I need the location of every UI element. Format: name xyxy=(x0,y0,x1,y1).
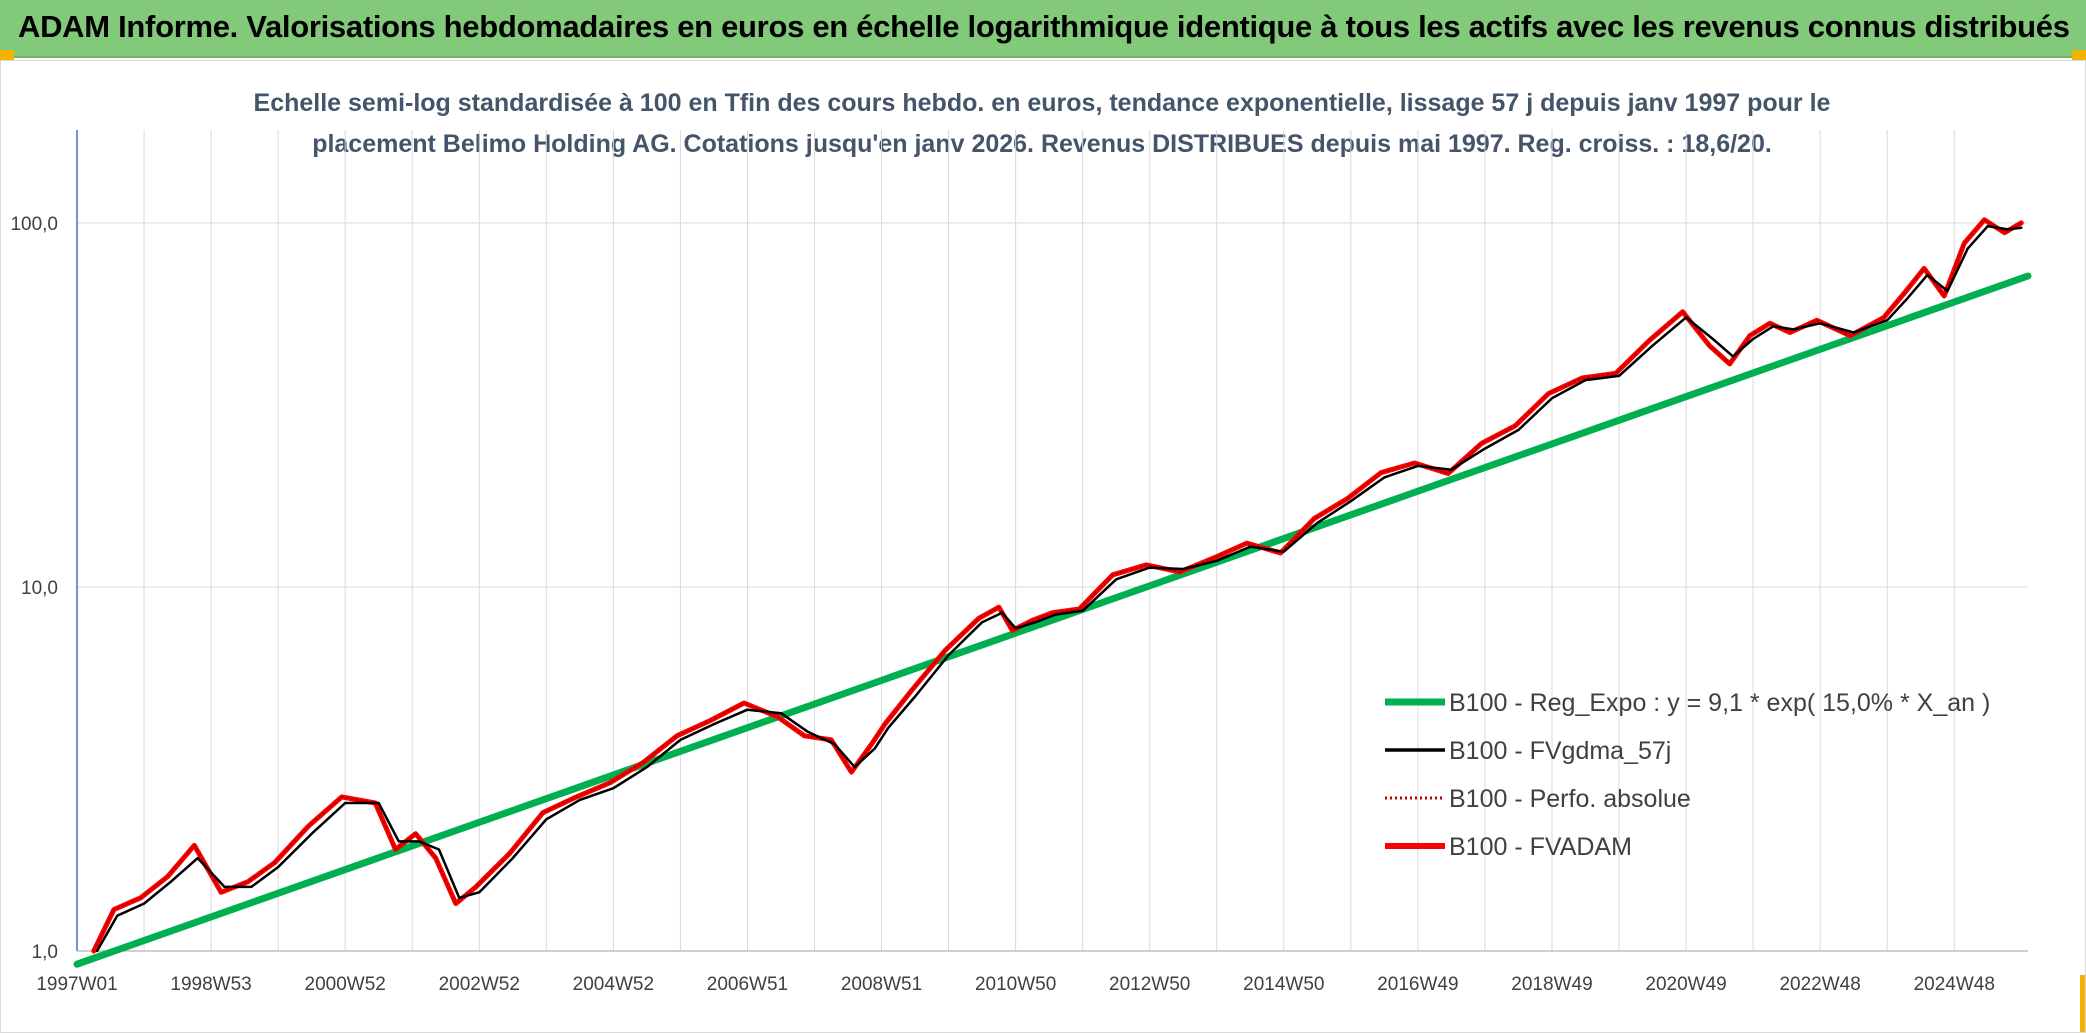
x-tick-label: 2020W49 xyxy=(1645,974,1726,995)
page-title: ADAM Informe. Valorisations hebdomadaire… xyxy=(18,9,2070,44)
x-tick-label: 2012W50 xyxy=(1109,974,1190,995)
corner-mark-bottom-right xyxy=(2080,975,2086,1033)
x-tick-label: 2018W49 xyxy=(1511,974,1592,995)
x-tick-label: 1997W01 xyxy=(36,974,117,995)
x-tick-label: 2010W50 xyxy=(975,974,1056,995)
header-bar: ADAM Informe. Valorisations hebdomadaire… xyxy=(0,0,2086,58)
x-tick-label: 2022W48 xyxy=(1779,974,1860,995)
legend-label-fvgdma: B100 - FVgdma_57j xyxy=(1449,737,1671,765)
series-line-fvadam xyxy=(91,217,2024,954)
y-tick-label: 100,0 xyxy=(10,214,58,235)
legend: B100 - Reg_Expo : y = 9,1 * exp( 15,0% *… xyxy=(1385,689,1990,861)
y-tick-label: 10,0 xyxy=(21,578,58,599)
series-line-fvgdma xyxy=(95,224,2023,953)
x-tick-label: 2004W52 xyxy=(573,974,654,995)
x-tick-label: 2002W52 xyxy=(439,974,520,995)
x-tick-label: 1998W53 xyxy=(170,974,251,995)
axis-layer: 1997W01 1998W53 2000W52 2002W52 2004W52 2006W… xyxy=(10,130,2028,995)
x-tick-label: 2016W49 xyxy=(1377,974,1458,995)
x-tick-label: 2024W48 xyxy=(1914,974,1995,995)
series-layer xyxy=(73,217,2032,968)
series-line-reg xyxy=(73,272,2032,968)
corner-mark-top-left xyxy=(0,50,14,60)
corner-mark-top-right xyxy=(2072,50,2086,60)
legend-label-fvadam: B100 - FVADAM xyxy=(1449,833,1632,861)
chart-subtitle-line-2: placement Belimo Holding AG. Cotations j… xyxy=(312,130,1772,158)
x-tick-label: 2008W51 xyxy=(841,974,922,995)
x-tick-label: 2006W51 xyxy=(707,974,788,995)
chart-subtitle-line-1: Echelle semi-log standardisée à 100 en T… xyxy=(254,89,1831,117)
x-tick-label: 2014W50 xyxy=(1243,974,1324,995)
x-tick-label: 2000W52 xyxy=(305,974,386,995)
series-line-perfo xyxy=(92,218,2023,952)
grid-layer xyxy=(77,130,2028,952)
legend-label-reg: B100 - Reg_Expo : y = 9,1 * exp( 15,0% *… xyxy=(1449,689,1990,717)
y-tick-label: 1,0 xyxy=(32,942,58,963)
legend-label-perfo: B100 - Perfo. absolue xyxy=(1449,785,1691,813)
